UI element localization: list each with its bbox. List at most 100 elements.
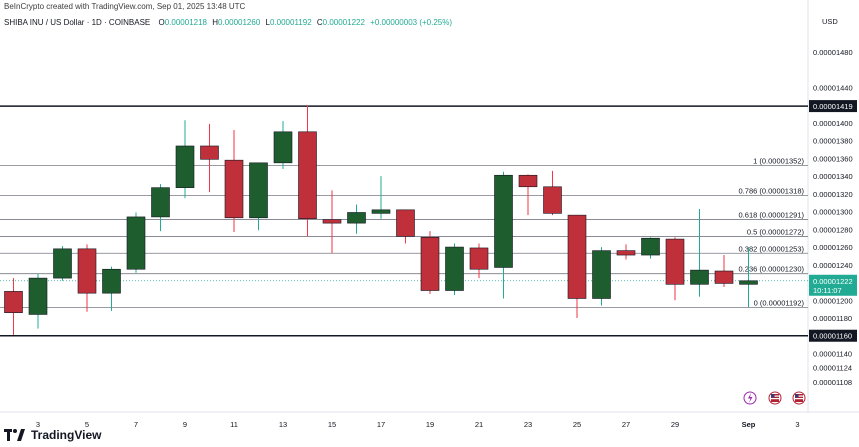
open-label: O — [158, 18, 165, 27]
level-price-tag — [809, 100, 857, 113]
candle — [739, 247, 758, 308]
low-label: L — [265, 18, 270, 27]
candle — [592, 247, 611, 306]
change-value: +0.00000003 (+0.25%) — [370, 18, 452, 27]
close-label: C — [316, 18, 323, 27]
flag-icon-canton — [771, 394, 775, 398]
candle — [322, 190, 342, 254]
tradingview-logo[interactable]: TradingView — [4, 428, 101, 442]
candle-body — [4, 291, 23, 313]
time-tick-label: 9 — [183, 420, 187, 429]
candle-body — [543, 186, 562, 214]
candle-body — [494, 174, 513, 268]
price-axis: 0.00001480 0.00001440 0.00001400 0.00001380… — [813, 48, 853, 387]
candle — [249, 162, 268, 231]
flag-icon-stripe — [771, 395, 779, 397]
candle-body — [518, 174, 538, 188]
candle — [690, 208, 709, 297]
candle — [445, 243, 464, 295]
time-tick-label: 3 — [795, 420, 799, 429]
candle — [53, 246, 72, 281]
candle-body — [273, 131, 293, 164]
flag-icon[interactable] — [768, 391, 782, 405]
price-tick-label: 0.00001200 — [813, 296, 853, 305]
event-icons[interactable] — [743, 391, 806, 405]
time-tick-label: 25 — [573, 420, 581, 429]
price-tick-label: 0.00001380 — [813, 137, 853, 146]
price-tick-label: 0.00001124 — [813, 364, 852, 373]
candle-body — [53, 248, 72, 279]
candle-body — [249, 162, 268, 219]
time-tick-label: 3 — [36, 420, 40, 429]
candle — [77, 244, 97, 312]
fib-label: 0 (0.00001192) — [754, 298, 805, 307]
price-tick-label: 0.00001240 — [813, 261, 853, 270]
currency-label: USD — [822, 17, 838, 26]
flag-icon-stripe — [795, 395, 803, 397]
candle — [298, 105, 317, 237]
candle-body — [616, 250, 636, 256]
candle — [543, 170, 562, 216]
fib-label: 0.618 (0.00001291) — [739, 211, 805, 220]
price-tick-label: 0.00001108 — [813, 378, 852, 387]
candle-body — [641, 237, 660, 256]
candle — [616, 244, 636, 260]
fib-label: 0.236 (0.00001230) — [739, 265, 805, 274]
candle-body — [322, 219, 342, 224]
candle — [494, 171, 513, 299]
candle-body — [469, 247, 489, 270]
candle — [371, 176, 391, 219]
candle-body — [445, 246, 464, 291]
countdown-text: 10:11:07 — [813, 286, 842, 295]
flag-icon-canton — [795, 394, 799, 398]
price-tick-label: 0.00001260 — [813, 243, 853, 252]
time-tick-label: 29 — [671, 420, 679, 429]
low-value: 0.00001192 — [269, 18, 312, 27]
fib-label: 0.5 (0.00001272) — [747, 227, 805, 236]
candle-body — [714, 270, 734, 284]
current-price-tag-text: 0.00001222 — [813, 277, 853, 286]
candle-body — [739, 280, 758, 285]
price-tick-label: 0.00001400 — [813, 119, 853, 128]
price-tick-label: 0.00001300 — [813, 208, 853, 217]
level-price-tag — [809, 329, 857, 342]
symbol-title: SHIBA INU / US Dollar · 1D · COINBASE — [4, 18, 151, 27]
candle-body — [396, 209, 415, 237]
flash-icon-bolt — [748, 393, 753, 403]
price-tick-label: 0.00001180 — [813, 314, 852, 323]
time-tick-label: 17 — [377, 420, 385, 429]
price-tick-label: 0.00001440 — [813, 83, 853, 92]
candle — [518, 174, 538, 216]
candle-body — [77, 248, 97, 294]
candle — [4, 278, 23, 335]
ohlc-legend: SHIBA INU / US Dollar · 1D · COINBASE O0… — [4, 18, 455, 27]
candle-body — [126, 216, 146, 270]
candle-body — [567, 214, 587, 299]
open-value: 0.00001218 — [164, 18, 207, 27]
price-tick-label: 0.00001140 — [813, 349, 852, 358]
candle — [175, 120, 195, 199]
candle-body — [224, 159, 244, 219]
flag-icon[interactable] — [792, 391, 806, 405]
time-axis: 3 5 7 9 11 13 15 17 19 21 23 25 27 29 Sep 3 — [36, 420, 800, 429]
candle-body — [371, 209, 391, 214]
candle — [567, 214, 587, 318]
price-tick-label: 0.00001320 — [813, 190, 853, 199]
flag-icon-stripe — [771, 398, 779, 400]
candle-body — [151, 187, 170, 218]
current-price-tag — [809, 274, 857, 296]
candle-body — [592, 250, 611, 299]
levels-layer — [0, 105, 808, 337]
candle — [469, 243, 489, 279]
flash-icon[interactable] — [743, 391, 757, 405]
candle — [714, 255, 734, 287]
price-tick-label: 0.00001280 — [813, 225, 853, 234]
time-tick-label: 11 — [230, 420, 238, 429]
tradingview-wordmark: TradingView — [31, 428, 102, 442]
candle-body — [200, 145, 219, 160]
time-tick-label: 21 — [475, 420, 483, 429]
tradingview-logo-icon — [4, 429, 25, 441]
time-tick-label: 13 — [279, 420, 287, 429]
